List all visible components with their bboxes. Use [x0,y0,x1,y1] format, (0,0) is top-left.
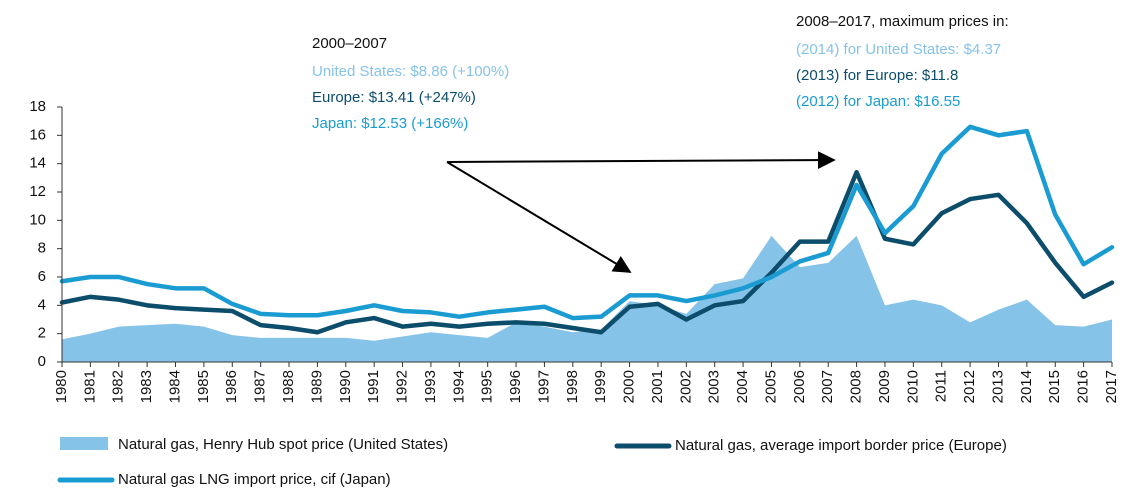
x-tick-label: 2006 [791,370,808,403]
line [59,124,1115,321]
x-tick-label: 1990 [337,370,354,403]
y-tick-label: 16 [29,126,46,143]
x-tick-label: 1989 [308,370,325,403]
x-tick-label: 1992 [394,370,411,403]
x-tick-label: 1980 [53,370,70,403]
y-tick-label: 6 [38,268,46,285]
x-tick-label: 1987 [252,370,269,403]
x-tick-label: 2007 [819,370,836,403]
x-tick-label: 1983 [138,370,155,403]
line [59,169,1115,335]
x-tick-label: 1999 [592,370,609,403]
annotation: 2008–2017, maximum prices in: [796,13,1009,30]
x-tick-label: 2001 [649,370,666,403]
x-tick-label: 1994 [450,370,467,403]
x-tick-label: 1991 [365,370,382,403]
x-tick-label: 1985 [195,370,212,403]
annotation: (2012) for Japan: $16.55 [796,93,960,110]
annotation: (2014) for United States: $4.37 [796,41,1001,58]
x-tick-label: 2015 [1046,370,1063,403]
y-tick-label: 8 [38,240,46,257]
y-tick-label: 2 [38,325,46,342]
x-tick-label: 2016 [1075,370,1092,403]
x-tick-label: 1984 [166,370,183,403]
arrow [446,161,632,273]
x-tick-label: 1981 [81,370,98,403]
y-tick-label: 10 [29,211,46,228]
x-tick-label: 2014 [1018,370,1035,403]
y-tick-label: 0 [38,353,46,370]
x-tick-label: 2000 [621,370,638,403]
x-tick-label: 1997 [535,370,552,403]
annotation: Europe: $13.41 (+247%) [312,89,476,106]
x-tick-label: 1995 [479,370,496,403]
annotation: United States: $8.86 (+100%) [312,63,509,80]
x-tick-label: 2008 [848,370,865,403]
y-tick-label: 12 [29,183,46,200]
legend-swatch [60,437,108,450]
x-tick-label: 2004 [734,370,751,403]
x-tick-label: 1998 [564,370,581,403]
x-tick-label: 2009 [876,370,893,403]
annotation: 2000–2007 [312,35,387,52]
x-tick-label: 1988 [280,370,297,403]
x-tick-label: 1996 [507,370,524,403]
arrow [446,151,836,170]
x-tick-label: 1982 [110,370,127,403]
x-tick-label: 1986 [223,370,240,403]
x-tick-label: 2005 [762,370,779,403]
x-tick-label: 2010 [904,370,921,403]
legend-label: Natural gas, average import border price… [675,437,1007,454]
y-tick-label: 18 [29,98,46,115]
legend-label: Natural gas LNG import price, cif (Japan… [118,471,391,488]
x-tick-label: 2002 [677,370,694,403]
legend-label: Natural gas, Henry Hub spot price (Unite… [118,436,448,453]
x-tick-label: 2013 [989,370,1006,403]
y-tick-label: 14 [29,155,46,172]
x-tick-label: 1993 [422,370,439,403]
plot [59,124,1115,362]
x-tick-label: 2003 [706,370,723,403]
area [62,235,1112,362]
x-tick-label: 2011 [933,370,950,402]
annotation: (2013) for Europe: $11.8 [796,67,958,84]
y-tick-label: 4 [38,296,46,313]
x-tick-label: 2017 [1103,370,1120,403]
x-tick-label: 2012 [961,370,978,403]
annotation: Japan: $12.53 (+166%) [312,115,468,132]
